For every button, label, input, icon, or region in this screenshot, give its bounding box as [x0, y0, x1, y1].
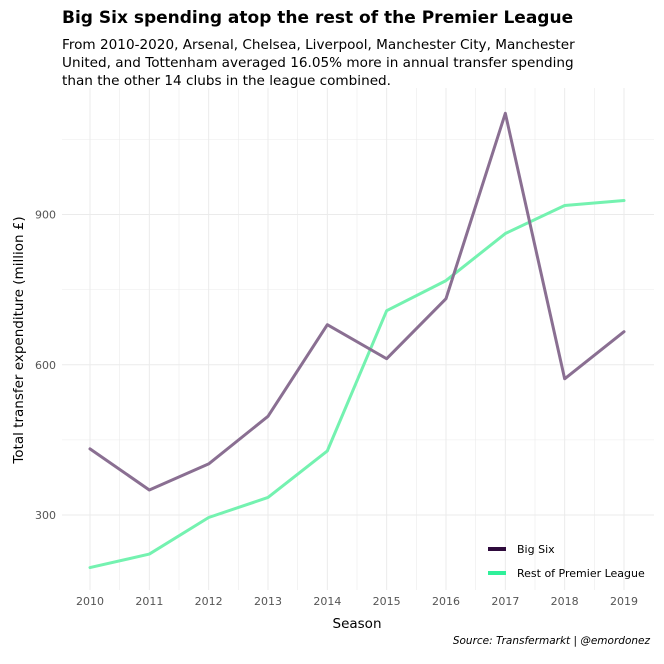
x-tick-label: 2012 — [195, 595, 223, 608]
x-tick-label: 2017 — [491, 595, 519, 608]
y-tick-label: 900 — [35, 209, 56, 222]
x-tick-label: 2019 — [610, 595, 638, 608]
source-caption: Source: Transfermarkt | @emordonez — [452, 635, 650, 647]
y-tick-label: 300 — [35, 509, 56, 522]
chart-title: Big Six spending atop the rest of the Pr… — [62, 8, 574, 28]
series-lines — [88, 111, 626, 570]
grid — [62, 88, 654, 590]
chart-subtitle: From 2010-2020, Arsenal, Chelsea, Liverp… — [62, 37, 575, 89]
x-tick-label: 2018 — [551, 595, 579, 608]
x-tick-label: 2013 — [254, 595, 282, 608]
y-tick-label: 600 — [35, 359, 56, 372]
y-axis-title: Total transfer expenditure (million £) — [11, 216, 27, 464]
x-axis-ticks: 2010 2011 2012 2013 2014 2015 2016 2017 2018 2019 — [76, 595, 638, 608]
series-line-big-six — [88, 111, 626, 492]
x-tick-label: 2014 — [313, 595, 341, 608]
x-tick-label: 2016 — [432, 595, 460, 608]
x-axis-title: Season — [333, 616, 382, 632]
x-tick-label: 2011 — [135, 595, 163, 608]
legend: Big Six Rest of Premier League — [488, 543, 645, 580]
series-line-rest — [88, 198, 626, 570]
legend-label-big-six: Big Six — [517, 543, 555, 556]
x-tick-label: 2010 — [76, 595, 104, 608]
x-tick-label: 2015 — [373, 595, 401, 608]
y-axis-ticks: 300 600 900 — [35, 209, 56, 523]
legend-label-rest: Rest of Premier League — [517, 567, 645, 580]
